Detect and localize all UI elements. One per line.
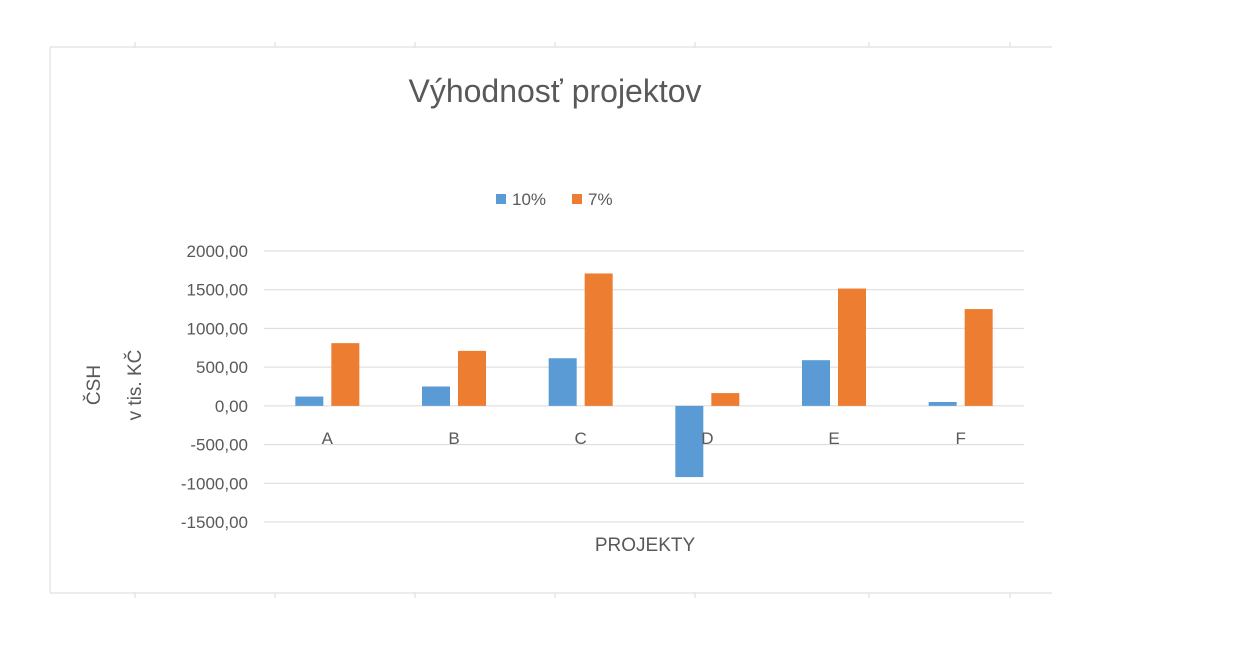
legend-swatch-10pct xyxy=(496,194,506,204)
x-tick-label: E xyxy=(828,429,839,448)
x-tick-label: F xyxy=(955,429,965,448)
y-tick-label: 1000,00 xyxy=(187,319,248,338)
legend-label-10pct: 10% xyxy=(512,190,546,209)
y-tick-label: 1500,00 xyxy=(187,281,248,300)
y-tick-label: 2000,00 xyxy=(187,242,248,261)
y-tick-label: -500,00 xyxy=(190,436,248,455)
x-axis-title: PROJEKTY xyxy=(595,535,696,556)
y-axis-tick-labels: 2000,00 1500,00 1000,00 500,00 0,00 -500,00 -1… xyxy=(181,242,248,532)
bar-a-7pct xyxy=(331,343,360,406)
x-tick-label: A xyxy=(322,429,334,448)
y-tick-label: -1500,00 xyxy=(181,513,248,532)
y-axis-title-line2: v tis. KČ xyxy=(124,350,146,421)
chart-title: Výhodnosť projektov xyxy=(408,73,701,109)
bar-d-7pct xyxy=(711,393,740,406)
y-tick-label: 0,00 xyxy=(215,397,248,416)
x-axis-tick-labels: A B C D E F xyxy=(322,429,966,448)
legend: 10% 7% xyxy=(496,190,613,209)
chart-area-frame xyxy=(49,42,1052,598)
y-tick-label: -1000,00 xyxy=(181,474,248,493)
legend-swatch-7pct xyxy=(572,194,582,204)
bar-c-10pct xyxy=(548,358,577,406)
bar-b-10pct xyxy=(422,386,450,406)
y-axis-title: ČSH v tis. KČ xyxy=(83,350,146,421)
bar-d-10pct xyxy=(675,405,704,478)
bar-f-10pct xyxy=(928,401,957,406)
bar-b-7pct xyxy=(458,350,486,406)
bar-e-7pct xyxy=(838,288,866,406)
bar-e-10pct xyxy=(802,360,830,406)
gridlines xyxy=(264,250,1024,523)
bar-f-7pct xyxy=(964,309,993,406)
legend-label-7pct: 7% xyxy=(588,190,613,209)
x-tick-label: D xyxy=(701,429,713,448)
y-tick-label: 500,00 xyxy=(196,358,248,377)
bar-c-7pct xyxy=(584,273,613,406)
x-tick-label: C xyxy=(575,429,587,448)
y-axis-title-line1: ČSH xyxy=(83,365,105,405)
bar-a-10pct xyxy=(295,396,324,406)
x-tick-label: B xyxy=(448,429,459,448)
bars xyxy=(295,273,993,478)
